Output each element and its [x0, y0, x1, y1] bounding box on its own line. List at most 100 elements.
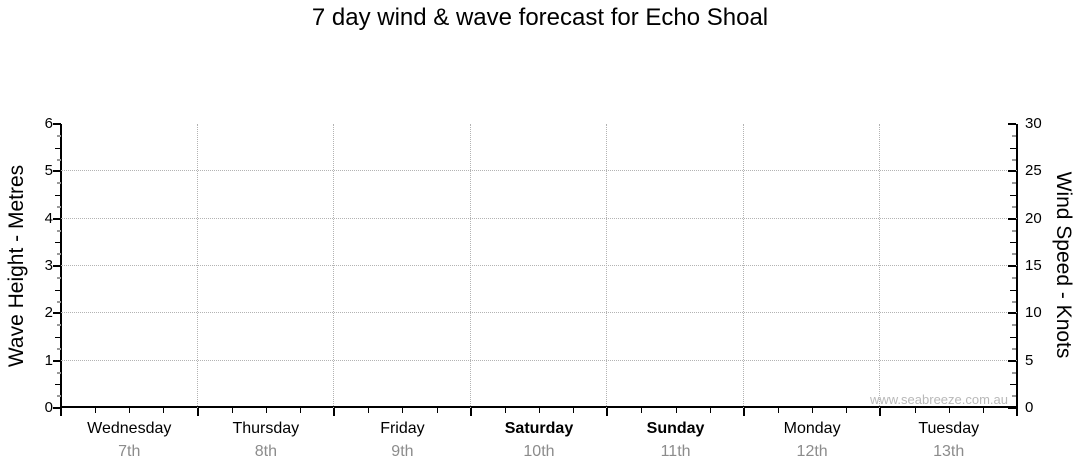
x-major-tick [469, 408, 472, 416]
y-half-tick-left [55, 384, 61, 386]
y-half-tick-left [55, 147, 61, 149]
y-major-tick-right [1008, 123, 1016, 125]
y-half-tick-right [1010, 147, 1016, 149]
x-minor-tick [914, 408, 916, 413]
x-date-label: 10th [523, 443, 555, 460]
y-tick-label-left: 1 [44, 351, 53, 369]
y-major-tick-left [53, 407, 61, 409]
horizontal-grid-line [61, 359, 1017, 361]
x-minor-tick [265, 408, 267, 413]
y-major-tick-right [1008, 170, 1016, 173]
x-minor-tick [436, 408, 438, 413]
vertical-grid-line [879, 124, 881, 408]
y-half-tick-right [1010, 289, 1016, 291]
y-tick-label-left: 5 [44, 162, 53, 180]
x-minor-tick [300, 408, 301, 413]
y-major-tick-left [53, 123, 61, 125]
y-tick-label-left: 2 [44, 304, 53, 322]
horizontal-grid-line [61, 170, 1017, 172]
y-minor-tick-right [1012, 205, 1016, 208]
x-major-tick [196, 408, 199, 416]
y-major-tick-right [1008, 265, 1016, 267]
vertical-grid-line [196, 124, 198, 408]
x-minor-tick [573, 408, 575, 413]
y-axis-left-line [60, 124, 62, 408]
y-tick-label-right: 15 [1025, 257, 1042, 274]
y-major-tick-right [1008, 312, 1016, 315]
y-minor-tick-right [1012, 134, 1016, 137]
x-minor-tick [402, 408, 404, 413]
y-half-tick-left [55, 195, 61, 196]
vertical-grid-line [606, 124, 608, 408]
x-minor-tick [163, 408, 165, 413]
x-date-label: 13th [933, 443, 965, 460]
y-minor-tick-left [57, 134, 61, 137]
y-minor-tick-right [1012, 253, 1016, 256]
horizontal-grid-line [61, 265, 1017, 266]
y-minor-tick-right [1012, 300, 1016, 303]
y-minor-tick-left [57, 182, 61, 185]
y-minor-tick-left [57, 158, 61, 161]
y-half-tick-right [1010, 195, 1016, 196]
y-major-tick-left [53, 217, 61, 220]
x-day-label: Wednesday [87, 420, 172, 437]
x-date-label: 8th [254, 443, 277, 460]
y-minor-tick-left [57, 300, 61, 303]
x-major-tick [333, 408, 336, 416]
x-axis-line [60, 406, 1018, 408]
y-major-tick-left [53, 265, 61, 267]
y-tick-label-right: 5 [1025, 351, 1034, 369]
y-half-tick-left [55, 289, 61, 291]
x-minor-tick [812, 408, 814, 413]
y-major-tick-right [1008, 407, 1016, 409]
vertical-grid-line [742, 124, 744, 408]
y-minor-tick-left [57, 229, 61, 232]
x-date-label: 9th [391, 443, 414, 460]
x-minor-tick [95, 408, 97, 413]
x-minor-tick [129, 408, 131, 413]
y-tick-label-left: 0 [44, 399, 53, 416]
y-half-tick-right [1010, 337, 1016, 338]
y-minor-tick-right [1012, 182, 1016, 185]
y-tick-label-left: 6 [44, 115, 53, 132]
y-tick-label-right: 25 [1025, 162, 1042, 180]
x-major-tick [606, 408, 609, 416]
y-major-tick-right [1008, 359, 1016, 362]
y-tick-label-left: 4 [44, 209, 53, 227]
y-half-tick-right [1010, 242, 1016, 244]
y-tick-label-right: 20 [1025, 209, 1042, 227]
x-minor-tick [982, 408, 984, 413]
x-minor-tick [846, 408, 848, 413]
y-minor-tick-right [1012, 324, 1016, 327]
y-tick-label-left: 3 [44, 257, 53, 274]
y-tick-label-right: 0 [1025, 399, 1034, 416]
x-day-label: Thursday [232, 420, 300, 437]
y-minor-tick-left [57, 253, 61, 256]
right-axis-title-wind-speed: Wind Speed - Knots [1052, 171, 1075, 359]
seabreeze-watermark: www.seabreeze.com.au [869, 392, 1008, 407]
x-minor-tick [675, 408, 677, 413]
y-major-tick-left [53, 312, 61, 315]
x-day-label: Tuesday [918, 420, 980, 437]
y-tick-label-right: 10 [1025, 304, 1042, 322]
y-axis-right-line [1016, 124, 1018, 408]
y-minor-tick-right [1012, 395, 1016, 398]
y-minor-tick-left [57, 324, 61, 327]
horizontal-grid-line [61, 217, 1017, 219]
y-major-tick-right [1008, 217, 1016, 220]
chart-title: 7 day wind & wave forecast for Echo Shoa… [311, 4, 769, 31]
vertical-grid-line [469, 124, 471, 408]
y-half-tick-right [1010, 384, 1016, 386]
x-minor-tick [778, 408, 779, 413]
y-minor-tick-left [57, 205, 61, 208]
y-minor-tick-right [1012, 229, 1016, 232]
x-minor-tick [231, 408, 233, 413]
y-major-tick-left [53, 359, 61, 362]
x-major-tick [60, 408, 62, 416]
x-day-label: Sunday [646, 420, 705, 437]
vertical-grid-line [333, 124, 335, 408]
y-minor-tick-right [1012, 158, 1016, 161]
y-minor-tick-right [1012, 347, 1016, 350]
horizontal-grid-line [61, 312, 1017, 314]
y-minor-tick-right [1012, 371, 1016, 374]
